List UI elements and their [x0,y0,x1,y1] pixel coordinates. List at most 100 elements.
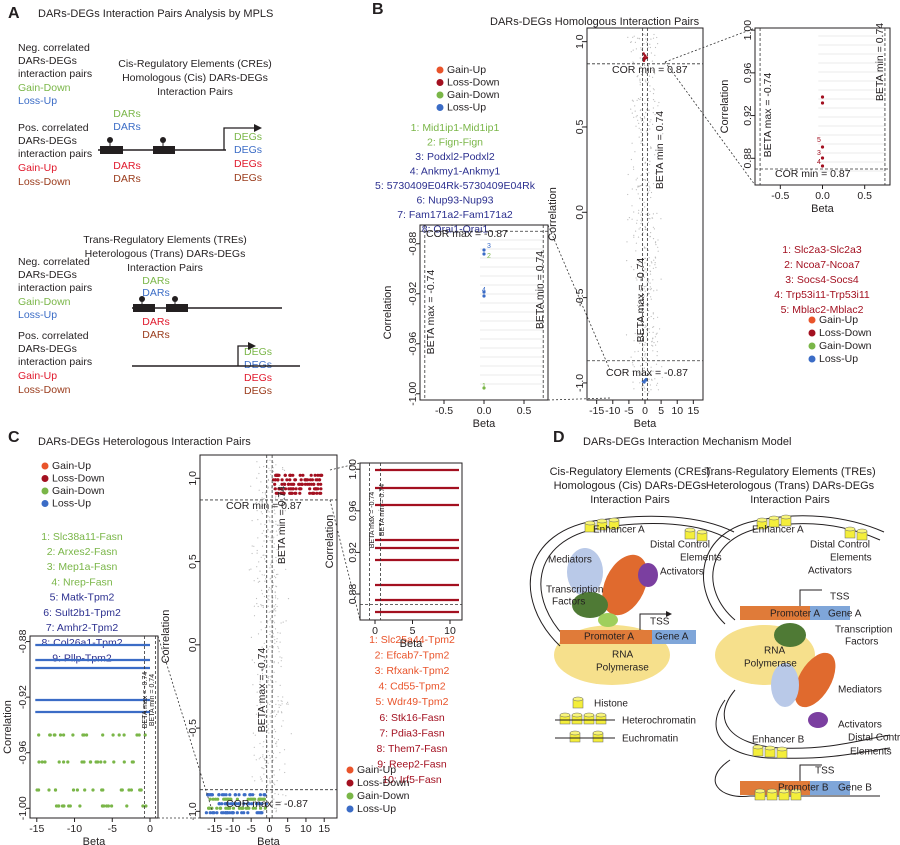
scatter-point [275,473,279,477]
gene-pair-label: 8: Orai1-Orai1 [422,223,489,235]
diagram-label: Histone [594,699,628,710]
histone-top [856,528,868,534]
scatter-point [655,257,657,259]
scatter-point [648,185,650,187]
scatter-point [632,381,634,383]
scatter-point [651,262,653,264]
scatter-point [269,564,272,566]
scatter-point [265,560,267,563]
scatter-point [306,478,310,482]
legend-label: Loss-Down [357,777,410,789]
scatter-point [652,226,655,228]
histone-top [595,712,607,718]
scatter-point [650,298,652,300]
x-tick-label: -5 [108,823,117,835]
scatter-point [281,700,283,702]
scatter-point [260,621,262,623]
scatter-point [293,478,298,482]
scatter-point [263,595,265,598]
scatter-point [643,121,645,123]
scatter-point [652,331,654,333]
scatter-point [273,506,276,508]
scatter-point [654,262,656,264]
diagram-label: DARs [142,316,169,328]
panel-letter: A [8,5,20,22]
y-tick-label: 0.88 [347,584,359,605]
scatter-point [47,788,51,792]
scatter-point [300,482,304,486]
scatter-point [269,700,272,702]
scatter-point [645,179,647,181]
scatter-point [276,780,278,782]
scatter-point [267,528,269,530]
scatter-point [264,667,267,669]
scatter-point [641,277,643,279]
scatter-point [282,621,284,623]
scatter-point [640,223,642,225]
diagram-label: interaction pairs [18,68,92,80]
scatter-point [208,811,212,815]
scatter-point [482,386,486,390]
scatter-point [260,778,263,780]
scatter-point [75,788,79,792]
scatter-point [652,99,655,101]
scatter-point [640,219,642,221]
plot [356,462,463,624]
scatter-point [253,662,256,664]
scatter-point [634,41,637,44]
x-tick-label: 10 [300,823,312,835]
scatter-point [256,691,258,693]
diagram-label: TSS [830,592,850,603]
scatter-point [273,509,275,511]
scatter-point [280,514,282,516]
scatter-point [260,481,262,483]
scatter-point [270,792,272,794]
scatter-point [269,780,271,782]
diagram-label: Gene A [828,609,862,620]
x-axis-label: Beta [811,203,835,215]
scatter-point [277,481,279,483]
scatter-point [281,657,283,659]
scatter-point [257,581,259,583]
scatter-point [274,731,277,733]
diagram-label: Neg. correlated [18,42,90,54]
diagram-label: Cis-Regulatory Elements (CREs) [550,466,711,478]
scatter-point [269,531,271,533]
scatter-point [285,795,287,797]
scatter-point [267,723,269,726]
scatter-point [820,101,825,105]
scatter-point [258,797,262,801]
scatter-point [639,227,641,229]
histone-top [778,788,790,794]
scatter-point [270,721,272,723]
y-tick-label: 0.96 [742,62,754,83]
scatter-point [35,788,39,792]
scatter-point [640,73,643,76]
x-tick-label: 0 [147,823,153,835]
scatter-point [637,75,639,77]
scatter-point [258,793,262,797]
scatter-point [643,54,647,57]
scatter-point [67,804,71,808]
scatter-point [654,172,657,174]
scatter-point [279,769,281,771]
y-axis-label: Correlation [719,80,731,134]
scatter-point [659,328,661,330]
scatter-point [272,611,274,613]
scatter-point [273,478,277,482]
scatter-point [216,797,220,801]
scatter-point [251,659,253,661]
gene-pair-label: 1: Slc25a44-Tpm2 [369,634,455,646]
scatter-point [644,268,646,270]
scatter-point [245,806,249,810]
diagram-label: DARs-DEGs [18,55,77,67]
scatter-point [271,558,274,560]
scatter-point [229,802,233,806]
threshold-annotation: COR max = -0.87 [426,228,508,240]
histone-top [584,520,596,526]
x-tick-label: 0.5 [857,190,872,202]
scatter-point [633,61,635,64]
scatter-point [633,211,635,213]
scatter-point [645,353,647,355]
